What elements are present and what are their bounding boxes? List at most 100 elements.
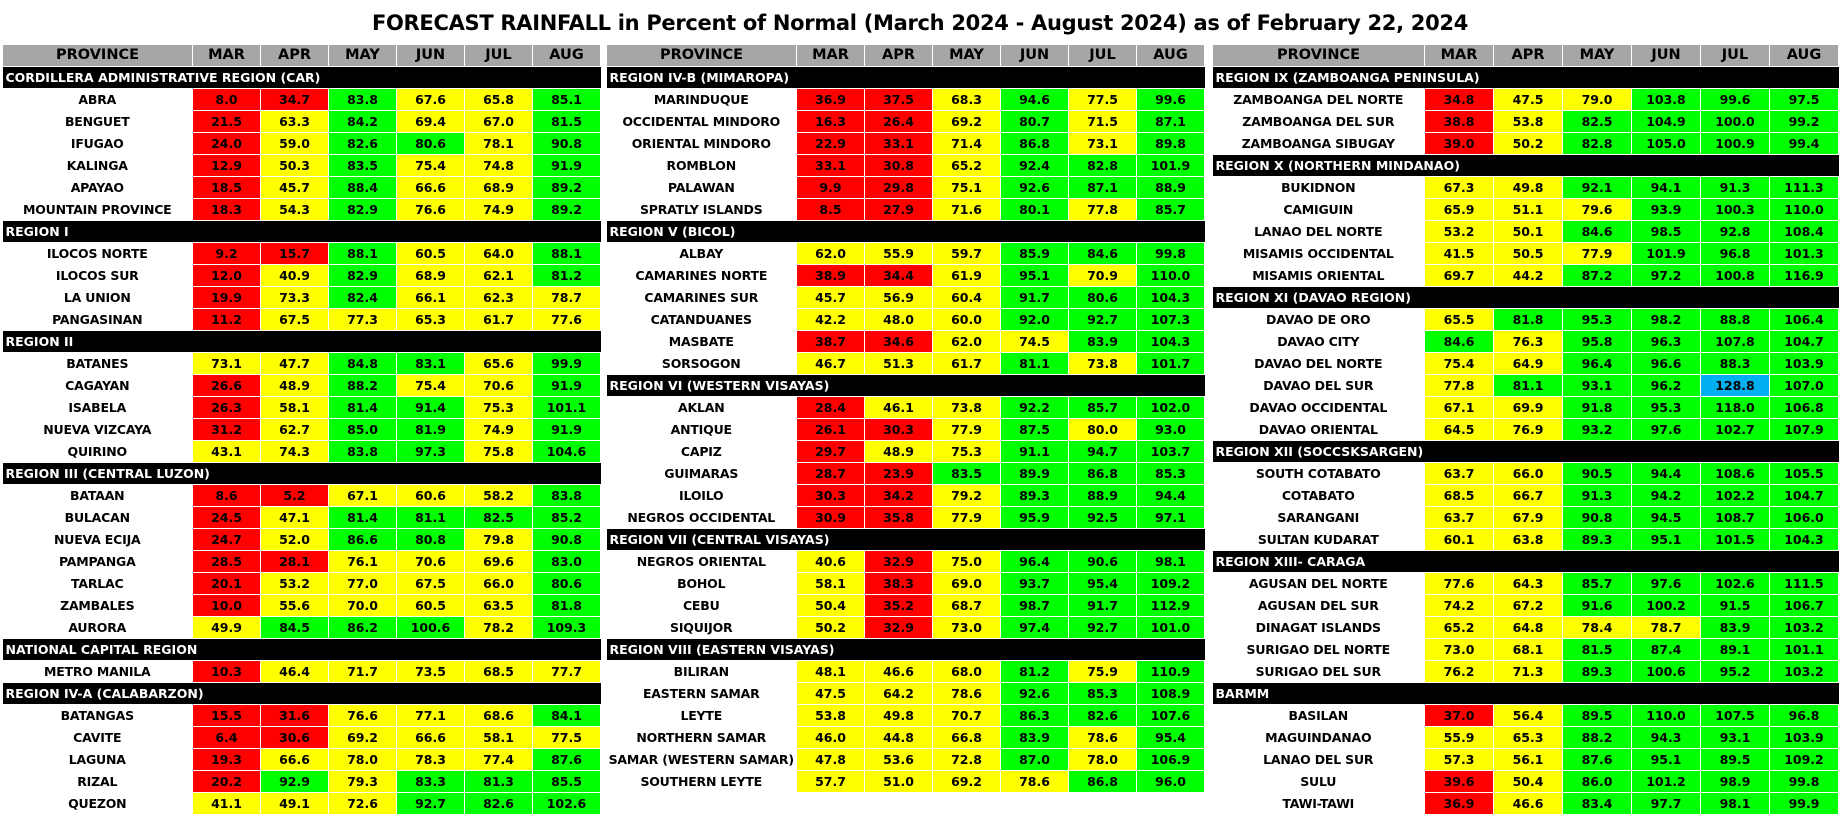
value-cell: 105.0: [1631, 132, 1701, 155]
value-cell: 65.8: [464, 88, 533, 111]
value-cell: 38.8: [1424, 110, 1494, 133]
value-cell: 102.0: [1136, 396, 1205, 419]
table-row: ZAMBALES 10.0 55.6 70.0 60.5 63.5 81.8: [2, 594, 601, 617]
value-cell: 95.1: [1000, 264, 1069, 287]
value-cell: 85.5: [532, 770, 601, 793]
panel-mindanao: PROVINCE MAR APR MAY JUN JUL AUG REGION IX (ZAM…: [1212, 44, 1839, 815]
value-cell: 73.1: [192, 352, 261, 375]
value-cell: 80.6: [1068, 286, 1137, 309]
value-cell: 64.8: [1493, 616, 1563, 639]
value-cell: 70.6: [464, 374, 533, 397]
region-label: NATIONAL CAPITAL REGION: [2, 638, 601, 661]
value-cell: 64.3: [1493, 572, 1563, 595]
table-row: ZAMBOANGA DEL SUR 38.8 53.8 82.5 104.9 100.0 9…: [1212, 110, 1839, 133]
value-cell: 103.7: [1136, 440, 1205, 463]
value-cell: 62.0: [932, 330, 1001, 353]
value-cell: 23.9: [864, 462, 933, 485]
value-cell: 33.1: [864, 132, 933, 155]
column-header: APR: [864, 44, 933, 67]
table-row: QUIRINO 43.1 74.3 83.8 97.3 75.8 104.6: [2, 440, 601, 463]
value-cell: 83.0: [532, 550, 601, 573]
value-cell: 73.3: [260, 286, 329, 309]
province-name: QUIRINO: [2, 440, 193, 463]
table-row: SURIGAO DEL SUR 76.2 71.3 89.3 100.6 95.2 103.…: [1212, 660, 1839, 683]
table-row: SORSOGON 46.7 51.3 61.7 81.1 73.8 101.7: [606, 352, 1205, 375]
value-cell: 83.1: [396, 352, 465, 375]
value-cell: 8.5: [796, 198, 865, 221]
value-cell: 118.0: [1700, 396, 1770, 419]
value-cell: 87.1: [1068, 176, 1137, 199]
region-row: REGION II: [2, 330, 601, 353]
value-cell: 68.7: [932, 594, 1001, 617]
value-cell: 87.1: [1136, 110, 1205, 133]
value-cell: 88.3: [1700, 352, 1770, 375]
value-cell: 101.9: [1136, 154, 1205, 177]
value-cell: 89.2: [532, 176, 601, 199]
province-name: SURIGAO DEL NORTE: [1212, 638, 1425, 661]
province-name: MOUNTAIN PROVINCE: [2, 198, 193, 221]
value-cell: 73.0: [932, 616, 1001, 639]
value-cell: 12.0: [192, 264, 261, 287]
value-cell: 85.9: [1000, 242, 1069, 265]
value-cell: 81.4: [328, 506, 397, 529]
value-cell: 53.8: [796, 704, 865, 727]
value-cell: 75.3: [464, 396, 533, 419]
province-name: LANAO DEL NORTE: [1212, 220, 1425, 243]
value-cell: 80.6: [532, 572, 601, 595]
value-cell: 91.3: [1700, 176, 1770, 199]
table-row: DAVAO OCCIDENTAL 67.1 69.9 91.8 95.3 118.0 106…: [1212, 396, 1839, 419]
value-cell: 96.4: [1562, 352, 1632, 375]
value-cell: 77.9: [932, 506, 1001, 529]
table-row: BATAAN 8.6 5.2 67.1 60.6 58.2 83.8: [2, 484, 601, 507]
table-row: NUEVA VIZCAYA 31.2 62.7 85.0 81.9 74.9 91.9: [2, 418, 601, 441]
province-name: LAGUNA: [2, 748, 193, 771]
value-cell: 81.5: [1562, 638, 1632, 661]
value-cell: 26.4: [864, 110, 933, 133]
province-name: SOUTH COTABATO: [1212, 462, 1425, 485]
value-cell: 78.6: [1068, 726, 1137, 749]
value-cell: 99.8: [1136, 242, 1205, 265]
header-row: PROVINCE MAR APR MAY JUN JUL AUG: [1212, 44, 1839, 67]
value-cell: 93.1: [1562, 374, 1632, 397]
value-cell: 83.8: [328, 440, 397, 463]
value-cell: 67.1: [328, 484, 397, 507]
province-name: NORTHERN SAMAR: [606, 726, 797, 749]
table-row: PANGASINAN 11.2 67.5 77.3 65.3 61.7 77.6: [2, 308, 601, 331]
value-cell: 66.7: [1493, 484, 1563, 507]
rainfall-table: PROVINCE MAR APR MAY JUN JUL AUG REGION IV-B (M…: [606, 44, 1205, 793]
value-cell: 71.3: [1493, 660, 1563, 683]
value-cell: 29.8: [864, 176, 933, 199]
value-cell: 95.1: [1631, 528, 1701, 551]
province-name: ILOCOS NORTE: [2, 242, 193, 265]
province-name: MARINDUQUE: [606, 88, 797, 111]
value-cell: 97.2: [1631, 264, 1701, 287]
province-name: ISABELA: [2, 396, 193, 419]
value-cell: 70.9: [1068, 264, 1137, 287]
value-cell: 111.5: [1769, 572, 1839, 595]
table-row: METRO MANILA 10.3 46.4 71.7 73.5 68.5 77.7: [2, 660, 601, 683]
value-cell: 110.0: [1769, 198, 1839, 221]
table-row: ROMBLON 33.1 30.8 65.2 92.4 82.8 101.9: [606, 154, 1205, 177]
table-row: DAVAO ORIENTAL 64.5 76.9 93.2 97.6 102.7 107.9: [1212, 418, 1839, 441]
region-row: REGION VI (WESTERN VISAYAS): [606, 374, 1205, 397]
value-cell: 15.7: [260, 242, 329, 265]
value-cell: 73.0: [1424, 638, 1494, 661]
value-cell: 79.3: [328, 770, 397, 793]
table-row: RIZAL 20.2 92.9 79.3 83.3 81.3 85.5: [2, 770, 601, 793]
value-cell: 99.6: [1700, 88, 1770, 111]
value-cell: 67.6: [396, 88, 465, 111]
value-cell: 91.9: [532, 418, 601, 441]
value-cell: 104.3: [1769, 528, 1839, 551]
value-cell: 47.5: [1493, 88, 1563, 111]
table-row: IFUGAO 24.0 59.0 82.6 80.6 78.1 90.8: [2, 132, 601, 155]
value-cell: 92.7: [1068, 308, 1137, 331]
value-cell: 92.2: [1000, 396, 1069, 419]
value-cell: 80.7: [1000, 110, 1069, 133]
value-cell: 98.7: [1000, 594, 1069, 617]
value-cell: 41.1: [192, 792, 261, 815]
value-cell: 69.2: [932, 110, 1001, 133]
value-cell: 32.9: [864, 616, 933, 639]
value-cell: 85.2: [532, 506, 601, 529]
value-cell: 86.0: [1562, 770, 1632, 793]
value-cell: 5.2: [260, 484, 329, 507]
